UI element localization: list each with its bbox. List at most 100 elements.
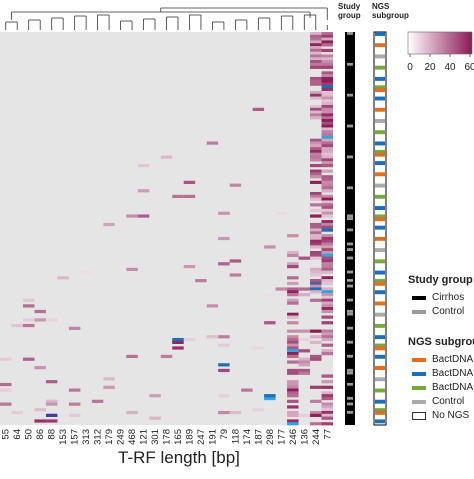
ngs-subgroup-cell [375,206,385,210]
x-tick-label: 187 [253,429,264,445]
heatmap-cell [321,206,333,210]
heatmap-cell [11,410,23,415]
heatmap-cell [0,357,12,361]
ngs-subgroup-cell [375,419,385,424]
heatmap-cell [264,245,276,249]
heatmap-cell [310,82,322,86]
heatmap-cell [310,354,322,359]
heatmap-cell [321,385,333,389]
heatmap-cell [160,155,173,159]
ngs-subgroup-cell [375,312,385,317]
legend-swatch [412,399,426,404]
heatmap-cell [172,337,184,342]
heatmap-cell [68,402,81,406]
color-scale-bar [407,31,473,55]
ngs-subgroup-cell [375,85,385,90]
heatmap-cell [218,343,230,347]
heatmap-cell [321,410,333,415]
heatmap-cell [321,180,333,184]
heatmap-cell [321,135,333,140]
heatmap-cell [160,354,173,359]
ngs-subgroup-cell [375,279,385,283]
heatmap-cell [321,197,333,201]
x-tick-label: 179 [104,429,115,445]
heatmap-cell [321,374,333,378]
heatmap-cell [310,46,322,50]
heatmap-cell [287,422,299,426]
heatmap-cell [321,116,333,120]
study-group-cell [347,32,353,35]
heatmap-cell [310,192,322,196]
ngs-subgroup-cell [375,377,385,382]
heatmap-cell [321,189,333,193]
heatmap-cell [310,175,322,179]
x-tick-label: 468 [127,429,138,445]
heatmap-cell [310,79,322,83]
x-tick-label: 191 [207,429,218,445]
heatmap-cell [206,335,219,339]
heatmap-cell [310,267,322,272]
legend-item-bactdna-2: BactDNA [412,368,473,379]
ngs-subgroup-cell [375,259,385,264]
heatmap-cell [310,149,322,154]
heatmap-cell [275,211,288,215]
heatmap-cell [310,298,322,302]
study-group-cell [347,248,353,251]
heatmap-cell [321,57,333,61]
heatmap-cell [34,419,46,423]
legend-label: Control [432,396,465,407]
heatmap-cell [321,337,333,342]
heatmap-cell [287,343,299,347]
x-tick-label: 50 [24,429,35,440]
heatmap-cell [103,385,115,389]
heatmap-cell [310,40,322,44]
heatmap-cell [321,287,333,291]
legend-label: BactDNA [432,368,474,379]
heatmap-cell [321,76,333,81]
ngs-subgroup-cell [375,335,385,340]
color-scale-tick-label: 20 [424,62,436,73]
ngs-subgroup-cell [375,141,385,146]
ngs-subgroup-cell [375,270,385,275]
heatmap-cell [310,335,322,339]
heatmap-cell [298,287,311,291]
heatmap-cell [310,410,322,415]
heatmap-cell [287,276,299,280]
heatmap-cell [183,264,196,269]
heatmap-cell [287,264,299,269]
legend-item-bactdna-1: BactDNA [412,354,473,365]
study-group-cell [347,217,353,221]
ngs-subgroup-legend-title: NGS subgroup [408,336,474,348]
heatmap-cell [310,57,322,61]
legend-label: No NGS [432,410,470,421]
heatmap-cell [321,169,333,173]
heatmap-cell [321,228,333,232]
heatmap-cell [321,321,333,325]
study-group-cell [347,256,353,260]
heatmap-cell [287,394,299,398]
heatmap-cell [103,222,115,227]
heatmap-cell [310,214,322,218]
heatmap-cell [321,405,333,409]
heatmap-cell [310,284,322,288]
heatmap-cell [310,208,322,213]
x-tick-label: 249 [116,429,127,445]
heatmap-cell [287,385,299,389]
ngs-subgroup-cell [375,96,385,101]
legend-swatch [412,357,426,362]
heatmap-cell [321,408,333,412]
heatmap-cell [45,399,58,403]
heatmap-cell [218,394,230,398]
heatmap-cell [34,408,46,412]
ngs-subgroup-cell [375,399,385,404]
study-group-cell [347,298,353,302]
heatmap-cell [241,388,253,392]
ngs-subgroup-cell [375,65,385,70]
heatmap-cell [287,234,299,238]
color-scale-tick-label: 0 [407,62,413,73]
x-tick-label: 77 [322,429,333,440]
heatmap-cell [310,256,322,260]
heatmap-cell [321,104,333,109]
heatmap-cell [321,264,333,269]
